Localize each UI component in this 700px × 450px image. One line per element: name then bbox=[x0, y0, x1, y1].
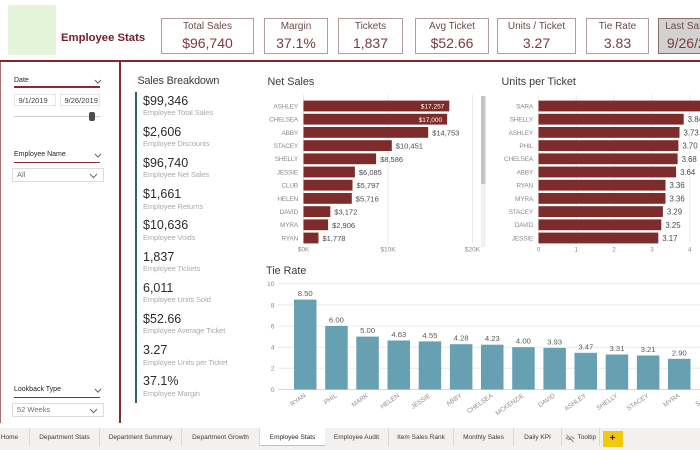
svg-text:SARA: SARA bbox=[694, 392, 700, 408]
svg-text:ABBY: ABBY bbox=[281, 130, 298, 137]
svg-text:ASHLEY: ASHLEY bbox=[509, 130, 534, 137]
svg-text:3.31: 3.31 bbox=[610, 344, 625, 353]
svg-text:ASHLEY: ASHLEY bbox=[563, 392, 588, 413]
svg-text:RYAN: RYAN bbox=[281, 235, 298, 242]
svg-text:3.70: 3.70 bbox=[682, 142, 698, 151]
svg-text:$3,172: $3,172 bbox=[334, 208, 357, 217]
svg-text:$14,753: $14,753 bbox=[432, 128, 459, 137]
svg-text:3.17: 3.17 bbox=[662, 234, 677, 243]
svg-text:ASHLEY: ASHLEY bbox=[274, 103, 299, 110]
svg-text:$5,797: $5,797 bbox=[357, 181, 380, 190]
svg-text:CLUB: CLUB bbox=[281, 183, 298, 190]
svg-text:DAVID: DAVID bbox=[280, 209, 299, 216]
svg-text:MARK: MARK bbox=[351, 392, 371, 409]
svg-text:0: 0 bbox=[271, 387, 275, 394]
svg-text:5.00: 5.00 bbox=[360, 326, 375, 335]
svg-text:SHELLY: SHELLY bbox=[510, 117, 534, 124]
svg-text:3.25: 3.25 bbox=[665, 221, 681, 230]
svg-text:Units per Ticket: Units per Ticket bbox=[502, 76, 576, 88]
svg-text:STACEY: STACEY bbox=[626, 392, 651, 413]
svg-text:RYAN: RYAN bbox=[289, 392, 307, 408]
svg-text:3.21: 3.21 bbox=[641, 345, 656, 354]
svg-text:4.00: 4.00 bbox=[516, 337, 531, 346]
svg-text:8.50: 8.50 bbox=[298, 289, 313, 298]
svg-text:$2,906: $2,906 bbox=[332, 221, 355, 230]
svg-text:6.00: 6.00 bbox=[329, 316, 344, 325]
svg-text:STACEY: STACEY bbox=[274, 143, 299, 150]
svg-text:ABBY: ABBY bbox=[516, 169, 533, 176]
svg-text:3.73: 3.73 bbox=[684, 128, 699, 137]
svg-text:3: 3 bbox=[650, 247, 654, 254]
svg-text:3.47: 3.47 bbox=[578, 342, 593, 351]
svg-text:4: 4 bbox=[688, 247, 692, 254]
svg-text:Net Sales: Net Sales bbox=[268, 76, 315, 88]
svg-text:4.55: 4.55 bbox=[422, 331, 437, 340]
svg-text:JESSIE: JESSIE bbox=[512, 235, 534, 242]
svg-text:10: 10 bbox=[267, 281, 275, 288]
svg-text:$6,085: $6,085 bbox=[359, 168, 382, 177]
svg-text:HELEN: HELEN bbox=[277, 196, 298, 203]
svg-text:$5,716: $5,716 bbox=[356, 194, 379, 203]
svg-text:2.90: 2.90 bbox=[672, 348, 687, 357]
svg-text:4.28: 4.28 bbox=[454, 334, 469, 343]
svg-text:JESSIE: JESSIE bbox=[277, 169, 299, 176]
svg-text:SHELLY: SHELLY bbox=[595, 392, 619, 412]
svg-text:SARA: SARA bbox=[516, 103, 534, 110]
svg-text:8: 8 bbox=[271, 302, 275, 309]
svg-text:MYRA: MYRA bbox=[515, 196, 534, 203]
svg-text:CHELSEA: CHELSEA bbox=[466, 392, 495, 415]
svg-text:RYAN: RYAN bbox=[516, 183, 533, 190]
svg-text:JESSIE: JESSIE bbox=[410, 392, 432, 410]
svg-text:DAVID: DAVID bbox=[515, 222, 534, 229]
svg-text:3.84: 3.84 bbox=[688, 115, 700, 124]
svg-text:MYRA: MYRA bbox=[280, 222, 299, 229]
svg-text:PHIL: PHIL bbox=[519, 143, 533, 150]
svg-text:3.36: 3.36 bbox=[670, 194, 685, 203]
svg-text:DAVID: DAVID bbox=[537, 392, 557, 409]
svg-text:3.36: 3.36 bbox=[670, 181, 685, 190]
svg-text:3.93: 3.93 bbox=[547, 337, 562, 346]
svg-text:4.63: 4.63 bbox=[391, 330, 406, 339]
svg-text:MCKENZIE: MCKENZIE bbox=[494, 392, 525, 417]
svg-text:HELEN: HELEN bbox=[379, 392, 401, 410]
svg-text:MYRA: MYRA bbox=[662, 392, 682, 409]
svg-text:2: 2 bbox=[271, 366, 275, 373]
svg-text:Tie Rate: Tie Rate bbox=[266, 265, 306, 277]
svg-text:STACEY: STACEY bbox=[509, 209, 534, 216]
svg-text:3.29: 3.29 bbox=[667, 208, 682, 217]
svg-text:$0K: $0K bbox=[298, 247, 310, 254]
svg-text:4: 4 bbox=[271, 345, 275, 352]
svg-text:$1,778: $1,778 bbox=[323, 234, 346, 243]
svg-text:3.68: 3.68 bbox=[682, 155, 697, 164]
svg-text:3.64: 3.64 bbox=[680, 168, 696, 177]
svg-text:2: 2 bbox=[612, 247, 616, 254]
svg-text:6: 6 bbox=[271, 323, 275, 330]
svg-text:$10,451: $10,451 bbox=[396, 142, 423, 151]
svg-text:0: 0 bbox=[537, 247, 541, 254]
svg-text:$17,257: $17,257 bbox=[421, 104, 445, 111]
svg-text:$8,586: $8,586 bbox=[380, 155, 403, 164]
svg-text:$17,000: $17,000 bbox=[419, 117, 443, 124]
svg-text:1: 1 bbox=[574, 247, 578, 254]
svg-text:PHIL: PHIL bbox=[323, 392, 339, 406]
svg-text:SHELLY: SHELLY bbox=[275, 156, 299, 163]
svg-text:CHELSEA: CHELSEA bbox=[269, 117, 299, 124]
svg-text:CHELSEA: CHELSEA bbox=[504, 156, 534, 163]
svg-text:$20K: $20K bbox=[465, 247, 481, 254]
svg-text:4.23: 4.23 bbox=[485, 334, 500, 343]
svg-text:$10K: $10K bbox=[380, 247, 396, 254]
svg-text:ABBY: ABBY bbox=[445, 392, 464, 408]
